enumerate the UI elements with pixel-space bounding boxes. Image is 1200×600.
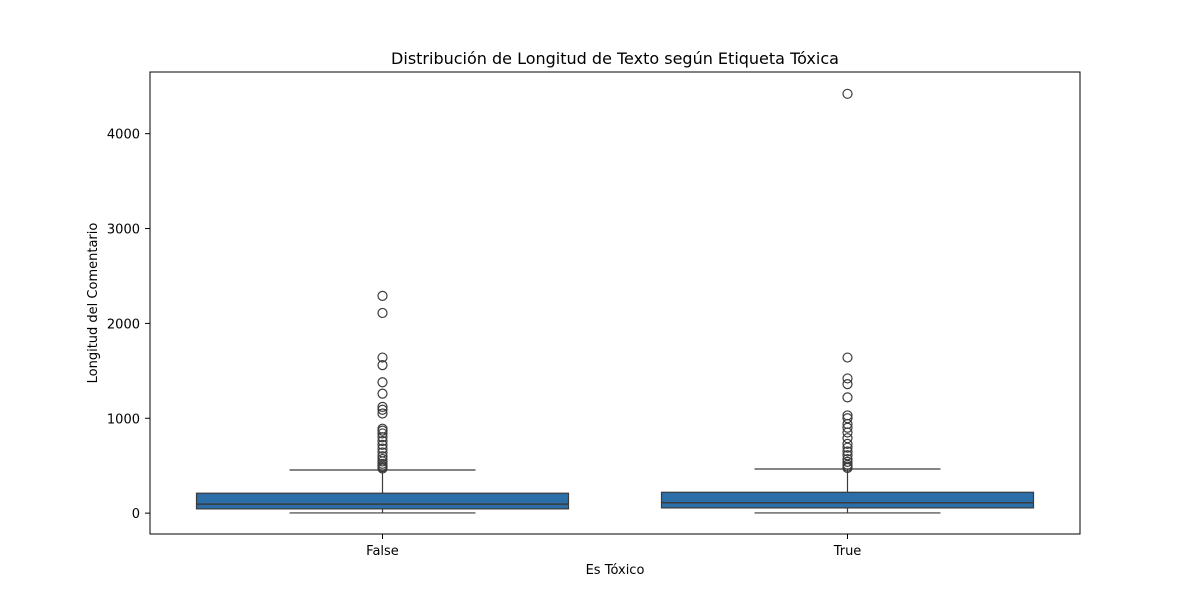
- outlier-point: [377, 352, 388, 363]
- box-true: [660, 88, 1035, 514]
- outlier-point: [842, 456, 853, 468]
- outlier-point: [842, 373, 853, 384]
- outlier-point: [842, 352, 853, 363]
- outlier-point: [842, 446, 853, 457]
- outlier-point: [377, 408, 388, 419]
- y-tick-label: 0: [132, 507, 140, 522]
- outlier-point: [842, 392, 853, 403]
- outlier-point: [842, 450, 853, 461]
- iqr-box: [195, 492, 570, 510]
- outlier-point: [377, 447, 388, 458]
- outlier-point: [377, 435, 388, 447]
- outlier-point: [377, 290, 388, 301]
- plot-area-frame: [149, 71, 1081, 535]
- outlier-point: [377, 377, 388, 388]
- outlier-point: [377, 451, 388, 462]
- y-tick-label: 4000: [107, 128, 140, 143]
- y-axis-label: Longitud del Comentario: [86, 223, 101, 384]
- outlier-point: [377, 423, 388, 434]
- y-tick-label: 1000: [107, 412, 140, 427]
- x-axis: False True: [366, 534, 861, 559]
- outlier-point: [842, 379, 853, 390]
- y-axis: 0 1000 2000 3000 4000: [107, 128, 150, 522]
- outlier-point: [377, 404, 388, 415]
- outlier-point: [842, 438, 853, 449]
- outlier-point: [377, 388, 388, 399]
- y-tick-label: 3000: [107, 223, 140, 238]
- outlier-point: [377, 307, 388, 319]
- outlier-point: [377, 360, 388, 371]
- chart-title: Distribución de Longitud de Texto según …: [391, 49, 839, 68]
- outlier-point: [842, 410, 853, 421]
- outlier-point: [842, 88, 853, 99]
- iqr-box: [660, 491, 1035, 509]
- outlier-point: [842, 433, 853, 444]
- outlier-point: [377, 443, 388, 454]
- x-tick-label: False: [366, 544, 399, 559]
- x-tick-label: True: [833, 544, 862, 559]
- y-tick-label: 2000: [107, 317, 140, 332]
- box-false: [195, 290, 570, 514]
- outlier-point: [377, 428, 388, 439]
- boxes-group: [195, 88, 1035, 514]
- outlier-point: [842, 413, 853, 424]
- x-axis-label: Es Tóxico: [586, 563, 645, 578]
- outlier-point: [377, 401, 388, 412]
- outlier-point: [377, 439, 388, 450]
- outlier-point: [842, 453, 853, 465]
- outlier-point: [377, 453, 388, 465]
